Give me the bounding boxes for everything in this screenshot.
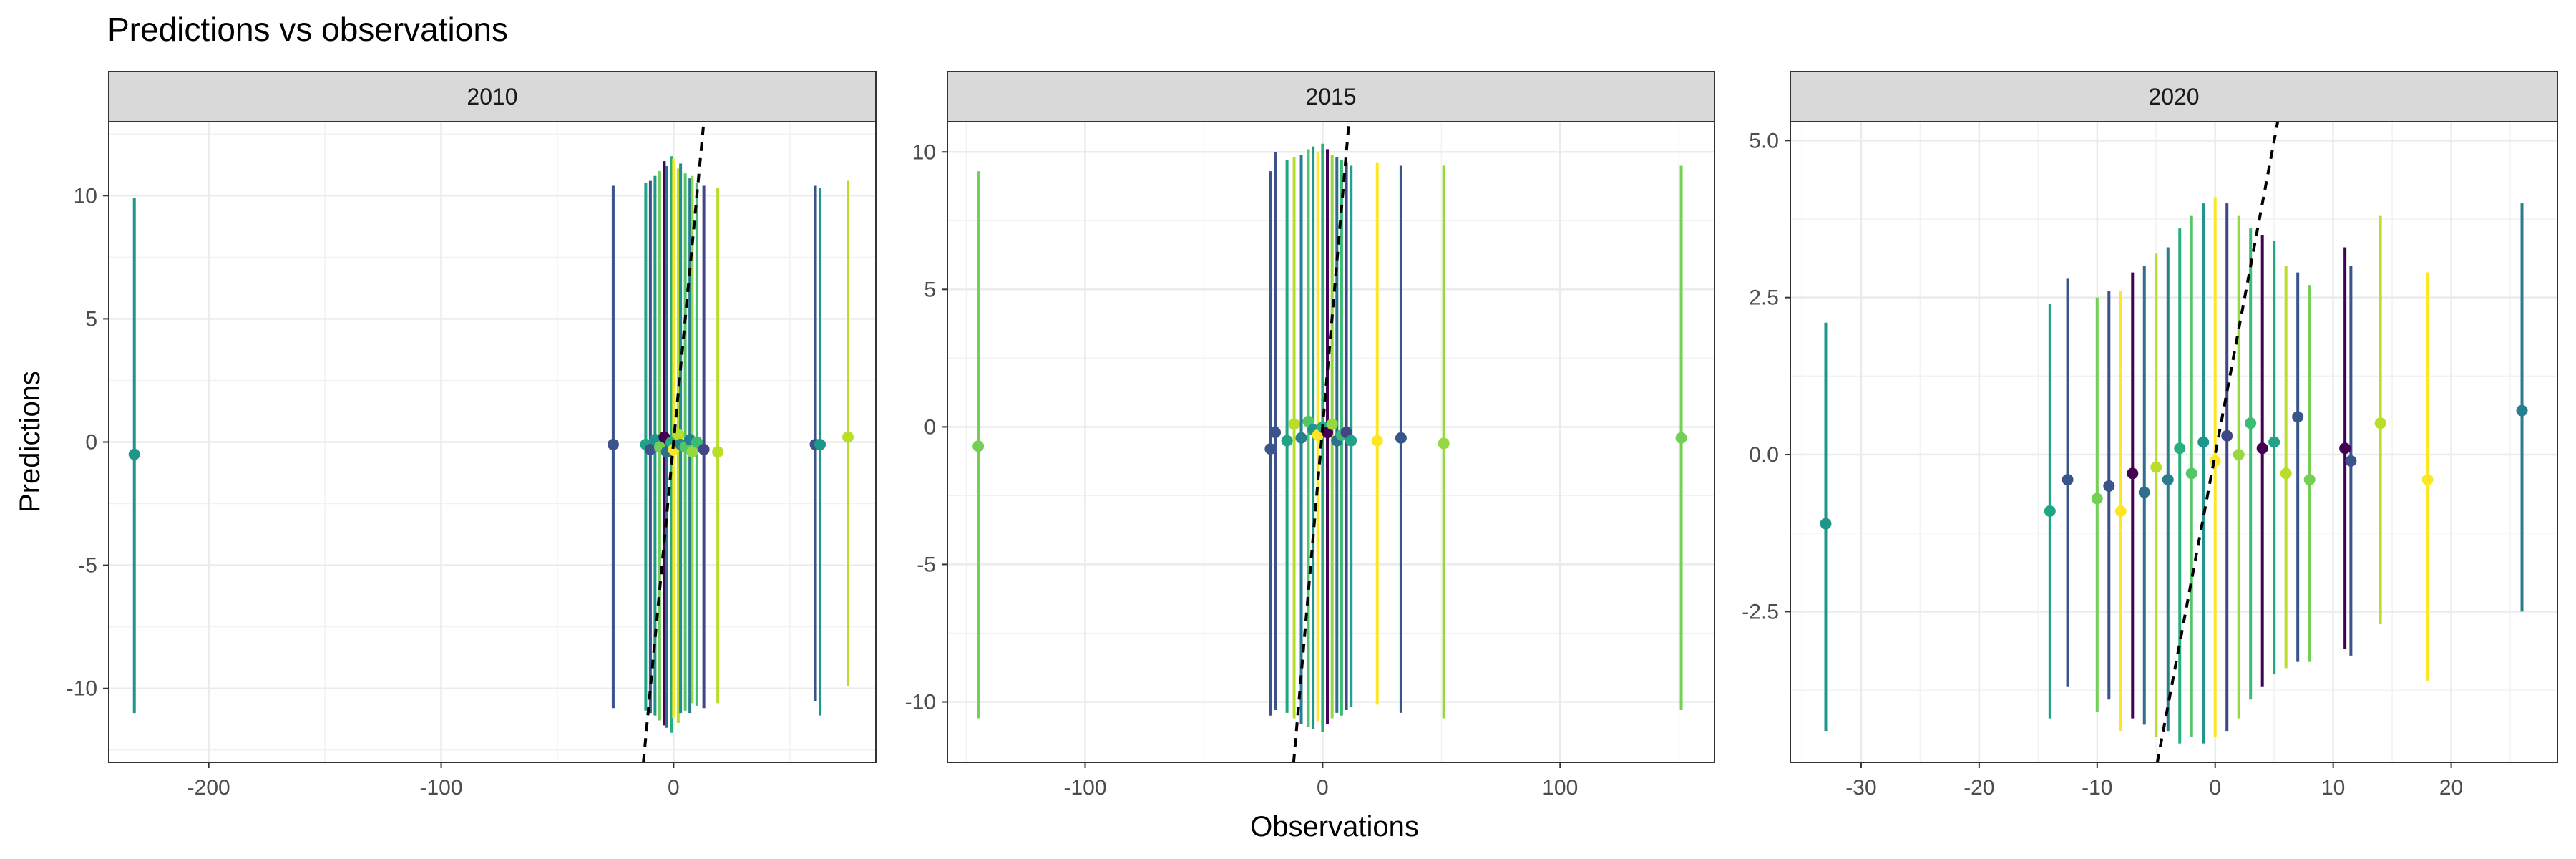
data-point: [128, 448, 140, 460]
data-point: [842, 431, 854, 443]
y-axis-title: Predictions: [14, 371, 46, 513]
data-point: [2280, 467, 2292, 480]
data-point: [1264, 443, 1277, 455]
data-point: [2303, 474, 2316, 486]
x-tick-label: 20: [2439, 776, 2463, 800]
plot-area: [1790, 122, 2557, 762]
data-point: [2103, 480, 2115, 492]
y-tick-label: 5: [924, 278, 936, 301]
data-point: [2127, 467, 2139, 480]
facet-strip: [108, 71, 877, 122]
x-tick-label: -100: [1063, 776, 1106, 800]
data-point: [1438, 437, 1450, 450]
data-point: [1295, 432, 1307, 444]
data-point: [2114, 505, 2127, 518]
data-point: [2062, 474, 2074, 486]
data-point: [1820, 518, 1832, 530]
facet-strip-label: 2015: [1305, 84, 1356, 110]
data-point: [1288, 418, 1300, 430]
data-layer: [1820, 122, 2528, 762]
panel-border: [108, 121, 877, 763]
x-tick-label: 0: [668, 776, 680, 800]
facet-panel-2020: 2020 -30 -20 -10 0 10 20 -2.5 0.0 2.5 5.0: [1742, 71, 2558, 800]
identity-line: [1292, 122, 1351, 762]
data-point: [1371, 435, 1383, 447]
data-point: [691, 436, 703, 448]
data-point: [2516, 404, 2528, 417]
data-point: [644, 443, 656, 455]
x-axis-title: Observations: [1250, 811, 1419, 843]
data-point: [2138, 486, 2150, 498]
data-point: [2256, 442, 2268, 455]
data-point: [2245, 417, 2257, 430]
data-point: [2150, 461, 2162, 473]
data-point: [2339, 442, 2351, 455]
data-point: [1345, 435, 1357, 447]
x-tick-label: 0: [1317, 776, 1329, 800]
identity-line: [2155, 122, 2280, 762]
y-tick-label: 0: [85, 431, 97, 455]
data-point: [686, 446, 698, 458]
panel-border: [1790, 121, 2558, 763]
data-point: [2221, 430, 2233, 442]
data-point: [1269, 427, 1282, 439]
facet-strip-label: 2010: [467, 84, 517, 110]
data-point: [2345, 455, 2357, 467]
data-point: [698, 443, 710, 455]
data-layer: [972, 122, 1687, 762]
x-tick-label: -100: [420, 776, 463, 800]
data-point: [1326, 418, 1338, 430]
data-point: [972, 440, 985, 452]
x-tick-label: -30: [1845, 776, 1876, 800]
data-point: [2374, 417, 2386, 430]
y-tick-label: 10: [74, 184, 97, 208]
data-point: [2197, 436, 2210, 448]
facet-strip-label: 2020: [2148, 84, 2199, 110]
y-tick-label: 2.5: [1749, 286, 1779, 310]
data-point: [2268, 436, 2280, 448]
x-tick-label: 10: [2321, 776, 2345, 800]
data-point: [2044, 505, 2056, 518]
data-point: [2091, 492, 2103, 505]
data-point: [712, 446, 724, 458]
data-point: [1675, 432, 1687, 444]
x-tick-label: 0: [2209, 776, 2221, 800]
x-tick-label: 100: [1542, 776, 1578, 800]
data-point: [607, 438, 619, 450]
data-point: [1395, 432, 1407, 444]
x-tick-label: -20: [1963, 776, 1994, 800]
y-tick-label: -10: [905, 690, 936, 714]
data-point: [2292, 411, 2304, 423]
data-layer: [128, 122, 854, 762]
facet-panel-2010: 2010 -200 -100 0 -10 -5 0 5 10: [67, 71, 877, 800]
data-point: [2162, 474, 2174, 486]
data-point: [814, 438, 826, 450]
facet-strip: [947, 71, 1715, 122]
x-tick-label: -10: [2082, 776, 2112, 800]
data-point: [2185, 467, 2197, 480]
identity-line: [642, 122, 706, 762]
y-tick-label: -10: [67, 677, 97, 701]
y-tick-label: -2.5: [1742, 600, 1779, 623]
y-tick-label: 5: [85, 307, 97, 331]
data-point: [2174, 442, 2186, 455]
facet-panel-2015: 2015 -100 0 100 -10 -5 0 5 10: [905, 71, 1715, 800]
chart-title: Predictions vs observations: [107, 11, 508, 48]
data-point: [1281, 435, 1293, 447]
y-tick-label: -5: [78, 554, 97, 578]
panel-border: [947, 121, 1715, 763]
data-point: [2233, 449, 2245, 461]
y-tick-label: 0.0: [1749, 443, 1779, 467]
y-tick-label: 10: [912, 140, 936, 164]
y-tick-label: 0: [924, 415, 936, 439]
y-tick-label: -5: [917, 553, 936, 576]
data-point: [2421, 474, 2434, 486]
x-tick-label: -200: [187, 776, 230, 800]
y-tick-label: 5.0: [1749, 129, 1779, 152]
